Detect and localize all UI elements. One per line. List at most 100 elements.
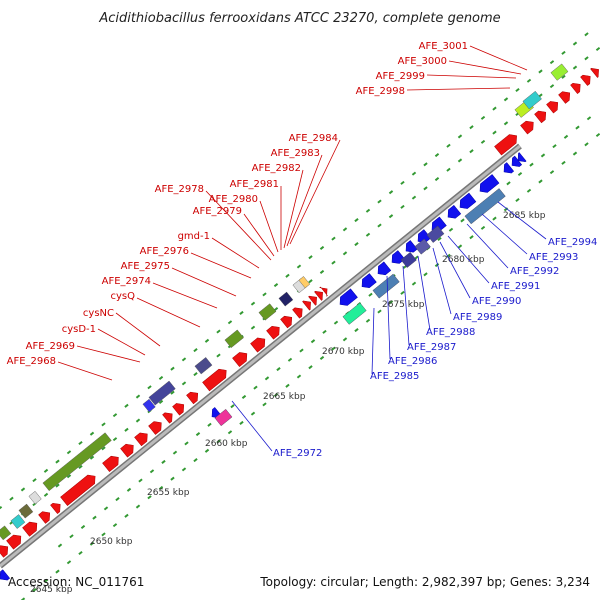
track-dot bbox=[503, 97, 509, 102]
reverse-cds-arrow bbox=[459, 192, 477, 209]
kbp-tick-label: 2645 kbp bbox=[30, 585, 73, 595]
track-dot bbox=[0, 505, 3, 511]
track-dot bbox=[319, 269, 325, 274]
track-dot bbox=[204, 448, 210, 453]
gene-label: AFE_2988 bbox=[426, 327, 475, 338]
track-dot bbox=[388, 190, 394, 195]
gene-label: AFE_2968 bbox=[7, 356, 56, 367]
track-dot bbox=[503, 121, 509, 126]
track-dot bbox=[276, 367, 281, 372]
track-dot bbox=[89, 541, 95, 546]
track-dot bbox=[78, 464, 83, 470]
track-dot bbox=[446, 143, 451, 148]
forward-cds-arrow bbox=[172, 403, 185, 416]
track-dot bbox=[437, 236, 442, 242]
gene-label: AFE_2994 bbox=[548, 237, 597, 248]
track-dot bbox=[250, 301, 256, 306]
track-dot bbox=[377, 309, 382, 314]
track-dot bbox=[549, 84, 555, 89]
track-dot bbox=[492, 216, 497, 221]
gene-label: AFE_2983 bbox=[271, 148, 320, 159]
kbp-tick-label: 2670 kbp bbox=[322, 347, 365, 357]
track-dot bbox=[66, 560, 72, 565]
reverse-cds-arrow bbox=[517, 152, 527, 163]
track-dot bbox=[80, 524, 86, 529]
track-dot bbox=[227, 430, 233, 435]
track-dot bbox=[20, 597, 26, 600]
track-dot bbox=[135, 504, 141, 509]
feature-box bbox=[18, 503, 34, 519]
reverse-cds-arrow bbox=[377, 261, 392, 276]
track-dot bbox=[575, 125, 580, 130]
feature-box bbox=[142, 398, 156, 413]
track-dot bbox=[561, 160, 566, 165]
track-dot bbox=[561, 50, 566, 55]
feature-box bbox=[224, 329, 244, 349]
forward-cds-arrow bbox=[314, 290, 323, 301]
track-dot bbox=[43, 468, 49, 473]
forward-cds-arrow bbox=[590, 68, 599, 78]
forward-cds-arrow bbox=[60, 474, 96, 506]
track-dot bbox=[480, 139, 486, 144]
track-dot bbox=[43, 492, 49, 497]
track-dot bbox=[354, 218, 359, 223]
reverse-cds-arrow bbox=[339, 288, 358, 306]
track-dot bbox=[526, 78, 532, 83]
track-dot bbox=[239, 420, 244, 425]
track-dot bbox=[538, 69, 543, 74]
feature-box bbox=[342, 302, 367, 325]
track-dot bbox=[66, 474, 72, 479]
track-dot bbox=[446, 253, 451, 258]
track-dot bbox=[552, 144, 557, 149]
track-dot bbox=[561, 74, 566, 79]
genome-backbone bbox=[0, 143, 522, 569]
track-dot bbox=[503, 207, 509, 212]
reverse-cds-arrow bbox=[503, 162, 515, 174]
track-dot bbox=[262, 402, 267, 407]
track-dot bbox=[285, 383, 290, 388]
track-dot bbox=[101, 446, 106, 451]
reverse-strand-genes bbox=[0, 152, 527, 581]
track-dot bbox=[331, 260, 336, 265]
gene-label: AFE_2998 bbox=[356, 86, 405, 97]
track-dot bbox=[147, 385, 152, 390]
gene-label: AFE_2980 bbox=[209, 194, 258, 205]
feature-box bbox=[414, 238, 431, 255]
track-dot bbox=[423, 162, 428, 167]
feature-box bbox=[194, 357, 213, 375]
track-dot bbox=[400, 290, 405, 295]
gene-label: AFE_2978 bbox=[155, 184, 204, 195]
track-dot bbox=[368, 292, 373, 297]
forward-cds-arrow bbox=[38, 511, 51, 524]
forward-cds-arrow bbox=[120, 443, 134, 458]
track-dot bbox=[331, 236, 336, 241]
track-dot bbox=[101, 422, 106, 427]
feature-box bbox=[148, 380, 176, 406]
track-dot bbox=[434, 263, 440, 268]
track-dot bbox=[595, 132, 600, 138]
forward-cds-arrow bbox=[186, 391, 199, 405]
kbp-tick-label: 2685 kbp bbox=[503, 211, 546, 221]
forward-cds-arrow bbox=[546, 101, 559, 114]
forward-cds-arrow bbox=[162, 412, 173, 424]
track-dot bbox=[55, 459, 60, 464]
track-dot bbox=[181, 357, 187, 362]
track-dot bbox=[158, 375, 164, 380]
track-dot bbox=[273, 283, 279, 288]
track-dot bbox=[170, 390, 175, 395]
track-dot bbox=[584, 142, 589, 147]
forward-cds-arrow bbox=[148, 421, 162, 435]
track-dot bbox=[388, 300, 394, 305]
track-dot bbox=[204, 338, 210, 343]
track-dot bbox=[526, 188, 532, 193]
track-dot bbox=[124, 513, 129, 518]
track-dot bbox=[112, 523, 118, 528]
track-dot bbox=[492, 130, 497, 135]
gene-label: AFE_3000 bbox=[398, 56, 447, 67]
track-dot bbox=[377, 199, 382, 204]
track-dot bbox=[515, 87, 520, 93]
forward-cds-arrow bbox=[0, 545, 9, 558]
track-dot bbox=[193, 348, 198, 353]
track-dot bbox=[216, 329, 221, 334]
track-dot bbox=[158, 485, 164, 490]
